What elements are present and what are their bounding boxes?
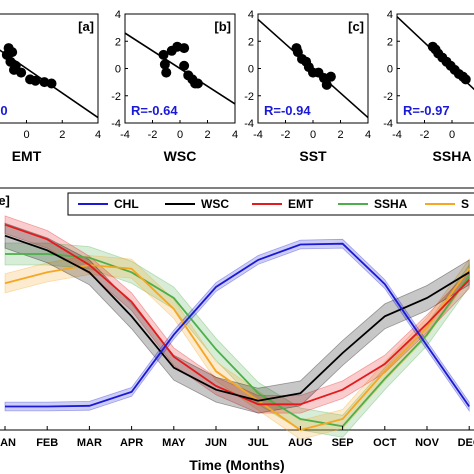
month-tick-label: JUN <box>205 437 227 449</box>
fit-line <box>0 49 99 119</box>
legend-label-emt: EMT <box>288 197 314 211</box>
y-tick-label: 0 <box>387 64 393 76</box>
month-tick-label: MAY <box>162 437 186 449</box>
month-tick-label: MAR <box>77 437 102 449</box>
legend-label-ssha: SSHA <box>374 197 408 211</box>
correlation-label: R=-0.97 <box>403 103 450 118</box>
x-tick-label: 0 <box>23 129 29 141</box>
month-tick-label: AUG <box>288 437 312 449</box>
line-panel: [e] JAN FEB MAR APR MAY JUN JUL AUG SEP OCT NOV DEC T… <box>0 187 474 473</box>
x-tick-label: 2 <box>337 129 343 141</box>
y-tick-label: 4 <box>387 9 393 21</box>
x-tick-label: -2 <box>420 129 430 141</box>
panel-tag: [c] <box>348 19 364 34</box>
x-tick-label: 4 <box>95 129 101 141</box>
correlation-label: R=-0.64 <box>131 103 178 118</box>
month-tick-label: JUL <box>248 437 269 449</box>
x-tick-label: 4 <box>232 129 238 141</box>
scatter-point <box>159 59 170 70</box>
x-axis-label: EMT <box>12 148 42 164</box>
month-tick-label: DEC <box>458 437 474 449</box>
panel-tag: [e] <box>0 193 10 208</box>
scatter-point <box>179 60 190 71</box>
y-tick-label: -4 <box>111 118 121 130</box>
scatter-point <box>179 43 190 54</box>
panel-tag: [b] <box>214 19 231 34</box>
series-band-ssha <box>4 242 470 438</box>
scatter-panel-3: -4 -2 0 2 4 4 2 0 -2 -4 [c] R=-0.94 SST <box>244 9 371 164</box>
y-tick-label: -2 <box>383 91 393 103</box>
correlation-label: R=-0.90 <box>0 103 8 118</box>
month-tick-label: FEB <box>36 437 58 449</box>
panel-tag: [a] <box>78 19 94 34</box>
x-tick-label: 2 <box>59 129 65 141</box>
scatter-point <box>460 74 471 85</box>
series-band-s <box>4 255 470 440</box>
scatter-panel-2: -4 -2 0 2 4 4 2 0 -2 -4 [b] R=-0.64 WSC <box>111 9 238 164</box>
x-tick-label: 0 <box>310 129 316 141</box>
line-frame <box>0 187 474 431</box>
legend-label-wsc: WSC <box>201 197 229 211</box>
y-tick-label: 2 <box>115 36 121 48</box>
scatter-point <box>321 79 332 90</box>
x-axis-label: SSHA <box>433 148 472 164</box>
scatter-point <box>30 75 41 86</box>
x-tick-label: -4 <box>392 129 402 141</box>
month-tick-label: SEP <box>332 437 354 449</box>
x-tick-label: -2 <box>281 129 291 141</box>
month-tick-label: APR <box>120 437 143 449</box>
y-tick-label: 0 <box>115 64 121 76</box>
legend-label-chl: CHL <box>114 197 139 211</box>
y-tick-label: -2 <box>111 91 121 103</box>
x-tick-label: -2 <box>148 129 158 141</box>
y-tick-label: -4 <box>244 118 254 130</box>
scatter-point <box>16 67 27 78</box>
scatter-frame <box>396 13 474 124</box>
x-tick-label: 4 <box>365 129 371 141</box>
x-axis-label: SST <box>299 148 327 164</box>
x-axis-label: Time (Months) <box>189 457 284 473</box>
y-tick-label: 2 <box>248 36 254 48</box>
legend: CHL WSC EMT SSHA S <box>67 192 474 216</box>
x-tick-label: -4 <box>120 129 130 141</box>
x-tick-label: 2 <box>204 129 210 141</box>
legend-label-s: S <box>461 197 469 211</box>
scatter-point <box>46 78 57 89</box>
series-line-s <box>4 264 470 431</box>
series-line-wsc <box>4 234 470 402</box>
month-tick-label: NOV <box>415 437 440 449</box>
x-tick-label: 0 <box>177 129 183 141</box>
x-tick-label: 0 <box>449 129 455 141</box>
correlation-label: R=-0.94 <box>264 103 311 118</box>
series-line-chl <box>5 242 470 408</box>
scatter-point <box>161 67 172 78</box>
y-tick-label: -4 <box>383 118 393 130</box>
month-tick-label: OCT <box>373 437 397 449</box>
y-tick-label: -2 <box>244 91 254 103</box>
month-tick-label: JAN <box>0 437 16 449</box>
y-tick-label: 4 <box>248 9 254 21</box>
y-tick-label: 2 <box>387 36 393 48</box>
series-line-ssha <box>5 253 470 428</box>
x-tick-label: -4 <box>253 129 263 141</box>
scatter-point <box>192 78 203 89</box>
y-tick-label: 0 <box>248 64 254 76</box>
series-band-emt <box>4 215 470 414</box>
scatter-point <box>325 71 336 82</box>
y-tick-label: 4 <box>115 9 121 21</box>
x-axis-label: WSC <box>164 148 197 164</box>
scatter-point <box>158 49 169 60</box>
